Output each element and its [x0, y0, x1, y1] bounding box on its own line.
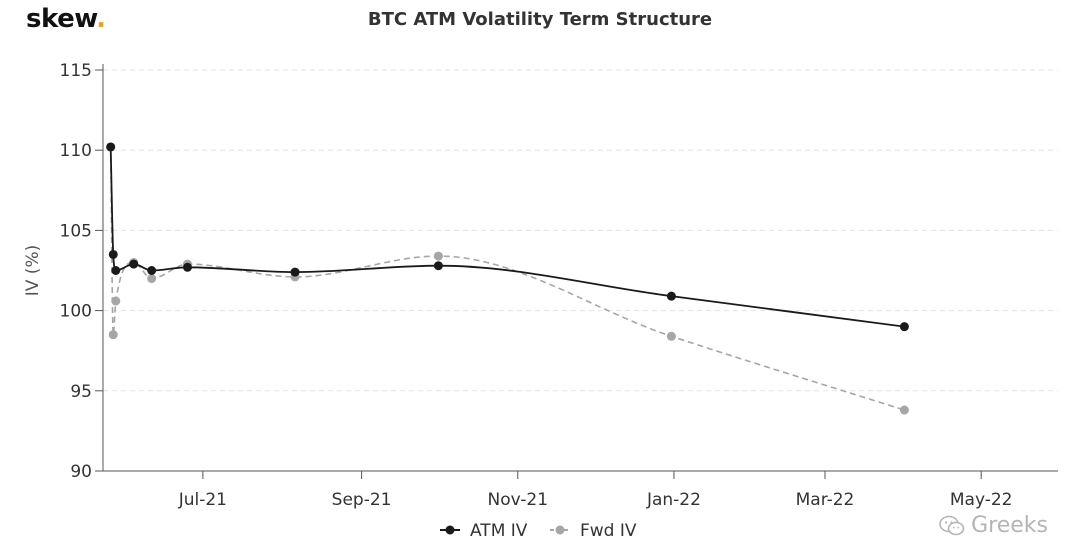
- y-tick-label: 115: [60, 61, 92, 81]
- axes: 90 95 100 105 110 115 Jul-21 Sep-21 Nov-21 Jan-22…: [23, 61, 1058, 510]
- fwd-iv-point: [899, 405, 909, 415]
- atm-iv-point: [666, 291, 676, 301]
- atm-iv-point: [111, 266, 121, 275]
- brand-dot: .: [96, 4, 106, 34]
- atm-iv-point: [147, 266, 157, 275]
- y-tick-label: 105: [60, 221, 92, 241]
- atm-iv-point: [182, 262, 192, 272]
- legend[interactable]: ATM IV Fwd IV: [440, 521, 637, 541]
- fwd-iv-legend-swatch-dot: [555, 525, 565, 535]
- fwd-iv-point: [108, 330, 118, 340]
- fwd-iv-legend-label[interactable]: Fwd IV: [580, 521, 637, 541]
- atm-iv-point: [106, 142, 116, 152]
- x-tick-label: Nov-21: [488, 490, 549, 510]
- fwd-iv-point: [147, 274, 157, 284]
- atm-iv-point: [129, 259, 139, 269]
- x-tick-label: Mar-22: [796, 490, 855, 510]
- fwd-iv-line: [109, 146, 905, 411]
- atm-iv-point: [290, 267, 300, 277]
- skew-logo: skew.: [26, 4, 106, 34]
- atm-iv-point: [433, 261, 443, 271]
- y-tick-label: 100: [60, 302, 92, 322]
- y-tick-label: 90: [70, 462, 92, 482]
- grid-lines: [103, 69, 1058, 392]
- y-axis-label: IV (%): [23, 245, 43, 296]
- watermark-text: Greeks: [971, 513, 1048, 538]
- fwd-iv-point: [111, 296, 121, 306]
- x-tick-label: May-22: [950, 490, 1013, 510]
- atm-iv-legend-label[interactable]: ATM IV: [470, 521, 528, 541]
- atm-iv-line: [109, 146, 905, 328]
- brand-name: skew: [26, 4, 97, 34]
- atm-iv-point: [108, 249, 118, 259]
- series-lines: [109, 146, 905, 411]
- watermark: Greeks: [939, 513, 1048, 538]
- atm-iv-legend-swatch-dot: [445, 525, 455, 535]
- y-tick-label: 95: [70, 382, 92, 402]
- x-tick-label: Sep-21: [332, 490, 392, 510]
- wechat-icon: [939, 515, 965, 535]
- atm-iv-point: [899, 322, 909, 332]
- fwd-iv-point: [433, 251, 443, 261]
- x-tick-label: Jan-22: [646, 490, 701, 510]
- chart-title: BTC ATM Volatility Term Structure: [367, 9, 713, 30]
- series-points: [106, 142, 909, 415]
- fwd-iv-point: [666, 331, 676, 341]
- y-tick-label: 110: [60, 141, 92, 161]
- x-tick-label: Jul-21: [178, 490, 227, 510]
